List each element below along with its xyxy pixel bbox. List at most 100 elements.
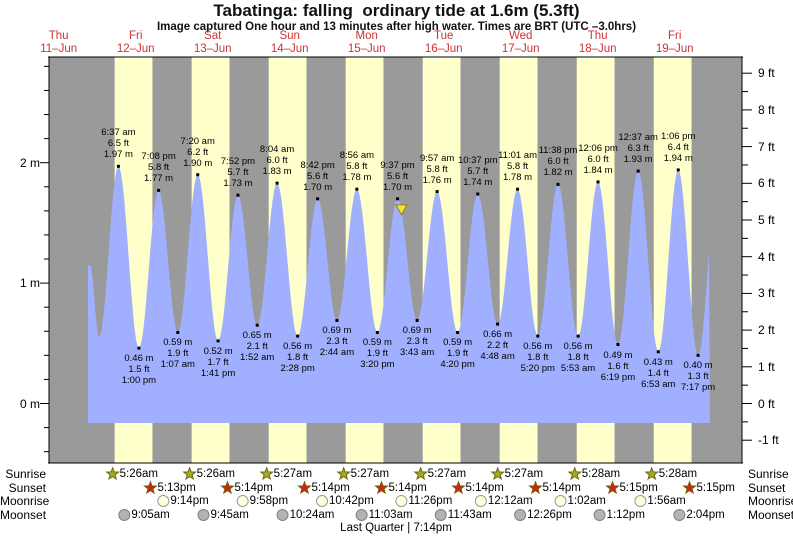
moonset-row-label-left: Moonset <box>0 508 47 522</box>
high-tide-marker <box>355 187 359 191</box>
moonset-moon-icon <box>276 509 289 521</box>
tide-water-area <box>88 166 710 423</box>
right-axis-label: 9 ft <box>758 66 775 81</box>
moonset-time: 2:04pm <box>686 509 725 521</box>
low-tide-annotation: 0.59 m 1.9 ft 3:20 pm <box>360 337 395 371</box>
sunset-row-label-right: Sunset <box>748 481 786 495</box>
low-tide-annotation: 0.65 m 2.1 ft 1:52 am <box>240 330 275 364</box>
day-label: Tue 16–Jun <box>424 30 463 55</box>
sunrise-time: 5:27am <box>427 468 467 480</box>
low-tide-annotation: 0.49 m 1.6 ft 6:19 pm <box>600 349 636 383</box>
page-title: Tabatinga: falling ordinary tide at 1.6m… <box>213 1 580 20</box>
sunrise-star-icon <box>490 466 505 481</box>
high-tide-annotation: 9:37 pm 5.6 ft 1.70 m <box>380 159 415 193</box>
moonset-moon-icon <box>355 509 368 521</box>
moonset-time: 1:12pm <box>606 509 645 521</box>
right-axis-label: 5 ft <box>758 213 775 227</box>
day-label: Mon 15–Jun <box>347 30 386 55</box>
right-axis-label: 0 ft <box>758 396 775 411</box>
moon-phase-footer: Last Quarter | 7:14pm <box>340 522 452 534</box>
moonset-moon-icon <box>673 509 686 521</box>
moonset-time: 9:45am <box>210 509 249 521</box>
low-tide-marker <box>616 343 620 347</box>
left-axis-label: 0 m <box>19 396 40 411</box>
high-tide-marker <box>316 197 320 201</box>
moonrise-moon-icon <box>395 495 408 507</box>
moonrise-row-label-right: Moonrise <box>748 494 793 508</box>
day-label: Thu 11–Jun <box>40 30 78 55</box>
chart-subtitle: Image captured One hour and 13 minutes a… <box>156 21 637 33</box>
right-axis-label: 1 ft <box>758 359 775 374</box>
sunrise-time: 5:28am <box>658 468 698 480</box>
low-tide-marker <box>137 346 141 350</box>
low-tide-annotation: 0.59 m 1.9 ft 1:07 am <box>160 337 195 371</box>
sunrise-row-label-right: Sunrise <box>748 467 789 481</box>
low-tide-annotation: 0.56 m 1.8 ft 2:28 pm <box>280 341 315 375</box>
moonset-time: 12:26pm <box>527 509 572 521</box>
sunset-star-icon <box>297 480 312 495</box>
sunset-star-icon <box>143 480 158 495</box>
high-tide-annotation: 12:06 pm 6.0 ft 1.84 m <box>578 142 618 176</box>
high-tide-annotation: 7:52 pm 5.7 ft 1.73 m <box>220 156 256 190</box>
sunrise-star-icon <box>567 466 582 481</box>
low-tide-marker <box>415 318 419 322</box>
high-tide-annotation: 11:38 pm 6.0 ft 1.82 m <box>538 145 578 179</box>
sunset-star-icon <box>374 480 389 495</box>
moonrise-moon-icon <box>157 495 170 507</box>
low-tide-annotation: 0.52 m 1.7 ft 1:41 pm <box>200 345 236 379</box>
sunrise-time: 5:27am <box>350 468 390 480</box>
day-label: Wed 17–Jun <box>501 30 540 55</box>
low-tide-marker <box>656 350 660 354</box>
low-tide-marker <box>696 353 700 357</box>
moonrise-time: 10:42pm <box>329 495 374 507</box>
low-tide-marker <box>375 330 379 334</box>
left-axis-label: 1 m <box>19 276 40 291</box>
high-tide-marker <box>676 168 680 172</box>
high-tide-marker <box>236 193 240 197</box>
day-label: Thu 18–Jun <box>578 30 617 55</box>
moonrise-moon-icon <box>236 495 249 507</box>
moonrise-row-label-left: Moonrise <box>0 494 50 508</box>
sunset-time: 5:13pm <box>157 482 196 494</box>
sunrise-time: 5:27am <box>273 468 313 480</box>
moonrise-time: 9:58pm <box>249 495 289 507</box>
sunset-time: 5:14pm <box>311 482 350 494</box>
sunset-star-icon <box>451 480 466 495</box>
low-tide-annotation: 0.59 m 1.9 ft 4:20 pm <box>440 337 475 371</box>
sunset-row-label-left: Sunset <box>8 481 46 495</box>
sunset-star-icon <box>528 480 543 495</box>
high-tide-annotation: 6:37 am 6.5 ft 1.97 m <box>101 127 136 161</box>
low-tide-marker <box>335 318 339 322</box>
moonset-time: 11:03am <box>368 509 413 521</box>
sunrise-star-icon <box>413 466 428 481</box>
low-tide-marker <box>576 334 580 338</box>
moonrise-time: 11:26pm <box>408 495 453 507</box>
high-tide-marker <box>196 173 200 177</box>
sunrise-star-icon <box>259 466 274 481</box>
moonset-moon-icon <box>434 509 447 521</box>
sunrise-star-icon <box>644 466 659 481</box>
moonrise-time: 12:12am <box>487 495 533 507</box>
day-label: Fri 19–Jun <box>655 30 694 55</box>
high-tide-marker <box>476 192 480 196</box>
moonset-moon-icon <box>593 509 606 521</box>
sunset-time: 5:14pm <box>465 482 504 494</box>
moonrise-time: 1:02am <box>567 495 606 507</box>
sunrise-star-icon <box>105 466 120 481</box>
moonset-row-label-right: Moonset <box>748 508 793 522</box>
high-tide-annotation: 8:56 am 5.8 ft 1.78 m <box>339 150 375 184</box>
moonset-moon-icon <box>514 509 527 521</box>
low-tide-annotation: 0.69 m 2.3 ft 2:44 am <box>319 325 355 359</box>
moonrise-moon-icon <box>554 495 567 507</box>
low-tide-marker <box>496 322 500 326</box>
low-tide-marker <box>456 330 460 334</box>
right-axis-label: 2 ft <box>758 323 775 338</box>
sunrise-time: 5:26am <box>196 468 235 480</box>
high-tide-marker <box>636 169 640 173</box>
low-tide-annotation: 0.66 m 2.2 ft 4:48 am <box>480 329 515 363</box>
sunrise-time: 5:27am <box>504 468 544 480</box>
moonset-moon-icon <box>197 509 210 521</box>
moonset-moon-icon <box>118 509 131 521</box>
high-tide-marker <box>116 164 120 168</box>
